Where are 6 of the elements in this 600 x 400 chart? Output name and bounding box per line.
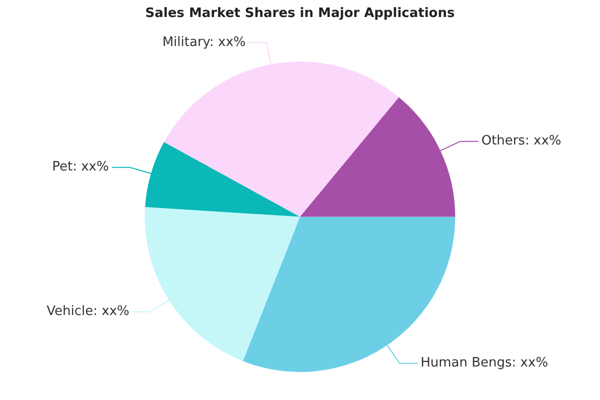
slice-label: Military: xx%: [162, 35, 246, 50]
slice-label: Others: xx%: [481, 134, 562, 149]
slice-label: Human Bengs: xx%: [420, 356, 548, 371]
slice-label: Pet: xx%: [52, 160, 109, 175]
slice-label: Vehicle: xx%: [46, 304, 130, 320]
chart-title: Sales Market Shares in Major Applications: [145, 6, 455, 22]
